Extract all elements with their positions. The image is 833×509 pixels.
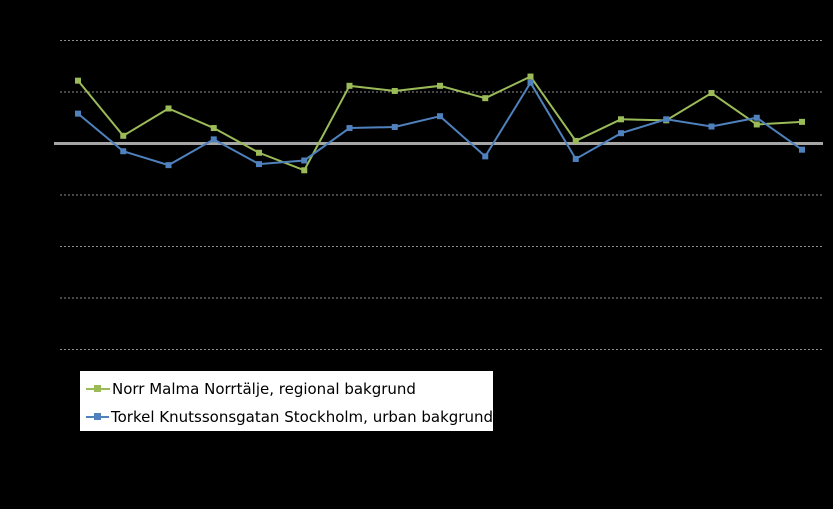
data-point-s1-14 (708, 123, 715, 130)
data-point-s0-6 (346, 82, 353, 89)
data-point-s1-0 (75, 110, 81, 117)
data-point-s1-7 (391, 124, 398, 131)
data-point-s0-4 (256, 149, 262, 156)
data-point-s0-2 (165, 105, 172, 112)
data-point-s1-3 (210, 136, 217, 143)
data-point-s1-6 (346, 125, 353, 132)
data-point-s0-12 (618, 116, 624, 123)
data-point-s1-5 (301, 157, 308, 164)
data-point-s0-14 (708, 90, 715, 97)
data-point-s1-12 (618, 130, 624, 137)
series-layer (75, 73, 805, 174)
data-point-s1-16 (799, 146, 805, 153)
data-point-s0-7 (391, 87, 398, 94)
data-point-s1-15 (753, 114, 760, 121)
legend-swatch-blue (86, 410, 109, 424)
legend-label-norr-malma: Norr Malma Norrtälje, regional bakgrund (112, 380, 416, 398)
data-point-s0-8 (437, 82, 443, 89)
data-point-s0-11 (572, 137, 579, 144)
data-point-s1-10 (527, 79, 534, 86)
data-point-s0-3 (210, 125, 217, 132)
data-point-s0-1 (120, 132, 127, 139)
data-point-s1-4 (256, 161, 262, 168)
data-point-s0-10 (527, 73, 534, 80)
legend-label-torkel-knutssonsgatan: Torkel Knutssonsgatan Stockholm, urban b… (111, 408, 493, 426)
data-point-s0-15 (753, 121, 760, 128)
data-point-s1-8 (437, 113, 443, 120)
legend-swatch-green (86, 382, 110, 396)
data-point-s0-0 (75, 77, 81, 84)
data-point-s0-5 (301, 167, 308, 174)
series-line-1 (77, 80, 803, 167)
data-point-s0-16 (799, 118, 805, 125)
data-point-s1-1 (120, 148, 127, 155)
legend-entry-norr-malma: Norr Malma Norrtälje, regional bakgrund (86, 375, 493, 403)
data-point-s1-11 (572, 155, 579, 162)
data-point-s1-13 (663, 116, 670, 123)
series-1 (75, 79, 805, 169)
data-point-s1-2 (165, 162, 172, 169)
legend: Norr Malma Norrtälje, regional bakgrund … (80, 371, 493, 431)
gridlines (60, 40, 823, 350)
data-point-s0-9 (482, 95, 489, 102)
legend-entry-torkel-knutssonsgatan: Torkel Knutssonsgatan Stockholm, urban b… (86, 403, 493, 431)
data-point-s1-9 (482, 153, 489, 160)
